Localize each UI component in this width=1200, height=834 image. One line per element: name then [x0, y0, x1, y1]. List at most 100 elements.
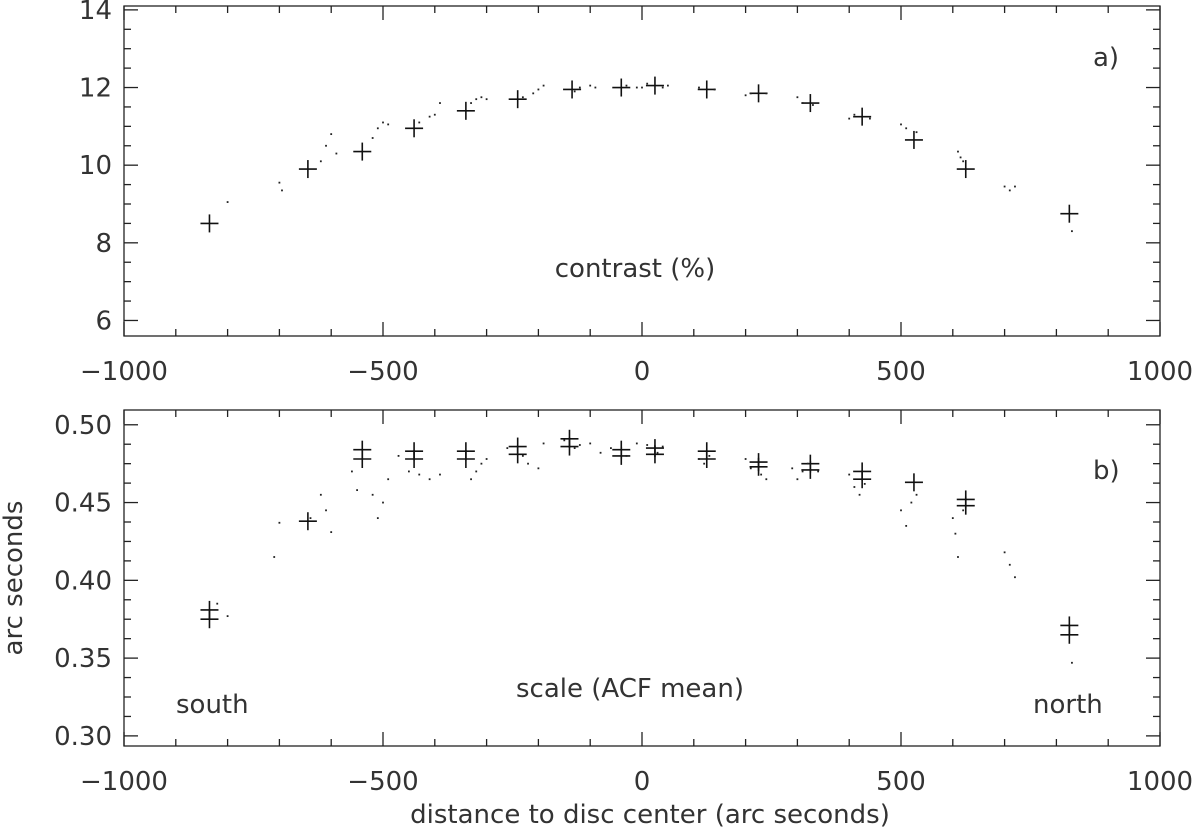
- dot-marker: [376, 127, 379, 130]
- dot-marker: [1014, 576, 1016, 579]
- dot-marker: [226, 201, 229, 203]
- dot-marker: [578, 86, 581, 89]
- dot-marker: [589, 84, 592, 87]
- dot-marker: [635, 442, 638, 445]
- dot-marker: [848, 117, 851, 120]
- dot-marker: [625, 84, 628, 87]
- dot-marker: [599, 451, 602, 454]
- plus-marker: [563, 80, 582, 99]
- dot-marker: [915, 131, 918, 134]
- plus-marker: [801, 94, 820, 113]
- y-tick-label: 0.40: [54, 566, 112, 596]
- dot-marker: [351, 470, 353, 473]
- dot-marker: [319, 160, 322, 163]
- y-tick-label: 10: [79, 151, 112, 181]
- x-tick-label: 1000: [1127, 767, 1193, 797]
- dot-marker: [319, 493, 322, 496]
- dot-marker: [387, 478, 390, 481]
- north-label: north: [1033, 690, 1103, 720]
- dot-marker: [382, 121, 384, 124]
- plus-marker: [508, 445, 527, 464]
- plus-marker: [956, 496, 975, 515]
- dot-marker: [371, 493, 374, 496]
- plus-marker: [956, 160, 975, 179]
- x-tick-label: −500: [347, 767, 418, 797]
- panel-b: −1000 −500 0 500 1000 0.30 0.35 0.40 0.45 0.50 b)…: [0, 409, 1193, 830]
- dot-marker: [951, 517, 954, 520]
- dot-marker: [796, 478, 799, 481]
- dot-marker: [542, 84, 545, 87]
- dot-marker: [1071, 230, 1073, 233]
- dot-marker: [485, 458, 488, 460]
- dot-marker: [1003, 185, 1006, 188]
- south-label: south: [176, 690, 249, 720]
- y-tick-label: 6: [95, 306, 112, 336]
- dot-marker: [667, 84, 669, 87]
- dot-marker: [954, 532, 957, 535]
- dot-marker: [387, 123, 390, 126]
- dot-marker: [661, 86, 664, 89]
- plus-marker: [405, 119, 424, 138]
- dot-marker: [527, 462, 529, 465]
- dot-marker: [439, 473, 441, 476]
- x-tick-label: −500: [347, 357, 418, 387]
- dot-marker: [506, 447, 509, 450]
- panel-a: −1000 −500 0 500 1000 6 8 10 12 14 a) contrast (%…: [79, 0, 1193, 387]
- dot-marker: [475, 470, 478, 473]
- dot-marker: [900, 123, 902, 126]
- dot-marker: [646, 444, 649, 446]
- dot-marker: [853, 486, 856, 488]
- dot-marker: [418, 473, 421, 476]
- dot-marker: [330, 531, 333, 534]
- plus-marker: [904, 130, 923, 149]
- dot-marker: [1071, 661, 1073, 664]
- dot-marker: [1003, 551, 1006, 554]
- dot-marker: [749, 467, 752, 470]
- dot-marker: [542, 442, 545, 445]
- x-tick-label: 0: [634, 357, 651, 387]
- dot-marker: [646, 82, 649, 85]
- dot-marker: [1014, 185, 1016, 188]
- panel-a-data-marks: [200, 76, 1079, 233]
- panel-b-tick-labels: −1000 −500 0 500 1000 0.30 0.35 0.40 0.45 0.50: [54, 411, 1193, 797]
- dot-marker: [863, 482, 866, 485]
- panel-b-label: b): [1093, 456, 1120, 486]
- dot-marker: [713, 88, 716, 91]
- dot-marker: [278, 521, 281, 524]
- plus-marker: [508, 90, 527, 109]
- y-tick-label: 0.45: [54, 489, 112, 519]
- dot-marker: [905, 524, 908, 527]
- plus-marker: [612, 78, 631, 97]
- plus-marker: [298, 512, 317, 531]
- dot-marker: [900, 509, 902, 512]
- y-tick-label: 0.50: [54, 411, 112, 441]
- panel-a-label: a): [1093, 43, 1119, 73]
- dot-marker: [470, 102, 472, 104]
- dot-marker: [641, 86, 643, 89]
- plus-marker: [645, 76, 664, 95]
- dot-marker: [1008, 189, 1011, 192]
- dot-marker: [273, 556, 276, 558]
- dot-marker: [475, 98, 478, 101]
- x-tick-label: 500: [876, 767, 926, 797]
- plus-marker: [298, 160, 317, 179]
- plus-marker: [1060, 625, 1079, 644]
- dot-marker: [371, 137, 374, 139]
- panel-b-data-marks: [200, 429, 1079, 664]
- dot-marker: [408, 470, 410, 473]
- dot-marker: [749, 92, 752, 95]
- dot-marker: [433, 113, 436, 116]
- plus-marker: [697, 80, 716, 99]
- dot-marker: [382, 501, 384, 504]
- y-tick-label: 12: [79, 74, 112, 104]
- dot-marker: [216, 602, 219, 605]
- dot-marker: [858, 493, 861, 496]
- dot-marker: [806, 462, 809, 465]
- dot-marker: [915, 493, 918, 496]
- x-tick-label: 500: [876, 357, 926, 387]
- panel-a-ticks: [123, 6, 1161, 336]
- plus-marker: [353, 142, 372, 161]
- plus-marker: [853, 470, 872, 489]
- dot-marker: [744, 94, 747, 97]
